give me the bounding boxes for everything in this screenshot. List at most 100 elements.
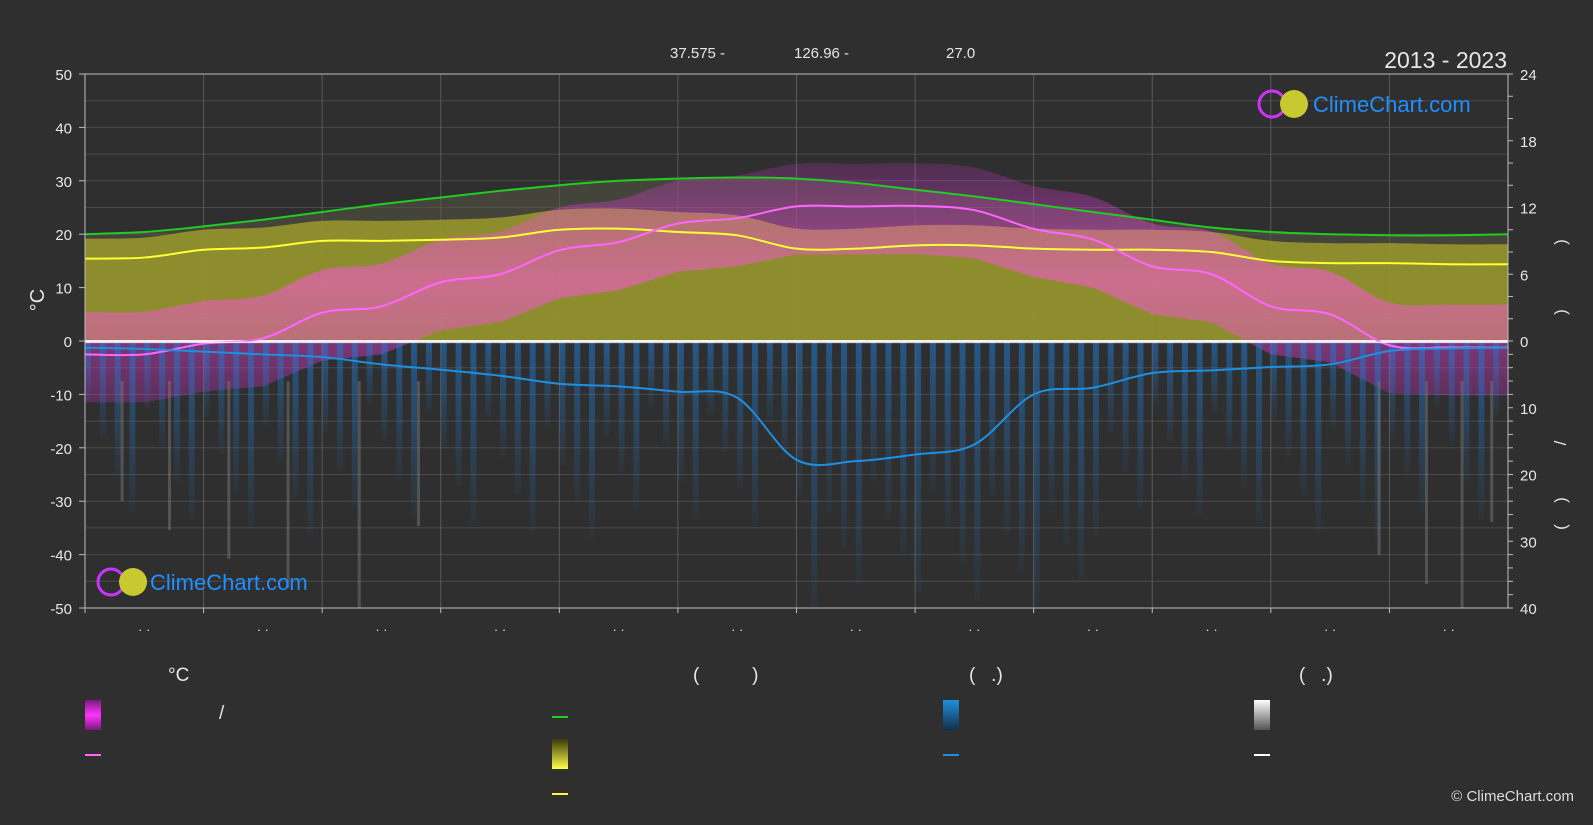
logo-globe-icon — [119, 568, 147, 596]
precipitation-bar — [470, 341, 477, 523]
header-years: 2013 - 2023 — [1384, 47, 1507, 73]
precipitation-bar — [544, 341, 551, 428]
precipitation-bar — [1300, 341, 1307, 495]
precipitation-bar — [959, 341, 966, 564]
precipitation-bar — [1033, 341, 1040, 608]
precipitation-bar — [1048, 341, 1055, 506]
precipitation-bar — [129, 341, 136, 512]
precipitation-bar — [1315, 341, 1322, 532]
x-month-label: · · — [375, 622, 387, 637]
y-right-precip-tick-label: 30 — [1520, 534, 1537, 551]
precipitation-bar — [781, 341, 788, 460]
x-month-label: · · — [850, 622, 862, 637]
y-right-axis-mark: ( — [1551, 524, 1570, 530]
precipitation-bar — [1493, 341, 1500, 416]
y-right-axis-mark: ) — [1551, 309, 1570, 315]
x-month-label: · · — [1087, 622, 1099, 637]
snow-bar — [1377, 381, 1381, 555]
precipitation-bar — [1463, 341, 1470, 482]
precipitation-bar — [396, 341, 403, 478]
precipitation-bar — [633, 341, 640, 510]
y-right-axis-mark: ) — [1551, 239, 1570, 245]
snow-bar — [417, 381, 421, 526]
y-left-tick-label: -30 — [50, 494, 72, 511]
precipitation-bar — [1196, 341, 1203, 516]
precipitation-bar — [1107, 341, 1114, 434]
precipitation-bar — [989, 341, 996, 498]
precipitation-bar — [603, 341, 610, 436]
precipitation-bar — [351, 341, 358, 507]
precipitation-bar — [322, 341, 329, 433]
precipitation-bar — [766, 341, 773, 423]
precipitation-bar — [1092, 341, 1099, 537]
precipitation-bar — [485, 341, 492, 420]
header-latitude: 37.575 - — [670, 45, 725, 62]
precipitation-bar — [663, 341, 670, 444]
precipitation-bar — [173, 341, 180, 483]
precipitation-bar — [203, 341, 210, 417]
y-right-axis-mark: / — [1551, 440, 1570, 445]
y-right-precip-tick-label: 20 — [1520, 468, 1537, 485]
copyright: © ClimeChart.com — [1451, 788, 1574, 805]
precipitation-bar — [752, 341, 759, 526]
precipitation-bar — [514, 341, 521, 494]
x-month-label: · · — [612, 622, 624, 637]
legend-col3-heading: ( .) — [969, 665, 1003, 686]
precipitation-bar — [1478, 341, 1485, 519]
temperature-line — [85, 204, 1508, 357]
y-left-tick-label: 40 — [55, 120, 72, 137]
precipitation-bar — [218, 341, 225, 454]
x-month-label: · · — [968, 622, 980, 637]
precipitation-bar — [114, 341, 121, 475]
precipitation-bar — [915, 341, 922, 593]
precipitation-bar — [262, 341, 269, 425]
y-left-tick-label: 10 — [55, 281, 72, 298]
x-month-label: · · — [1324, 622, 1336, 637]
precipitation-bar — [1181, 341, 1188, 479]
precipitation-bar — [307, 341, 314, 536]
sunshine-line — [85, 227, 1508, 266]
precipitation-bar — [722, 341, 729, 452]
precipitation-bar — [1344, 341, 1351, 466]
y-left-tick-label: -10 — [50, 387, 72, 404]
x-month-label: · · — [1443, 622, 1455, 637]
precipitation-bar — [411, 341, 418, 515]
header-longitude: 126.96 - — [794, 45, 849, 62]
precipitation-bar — [1359, 341, 1366, 503]
precipitation-bar — [1167, 341, 1174, 442]
precipitation-bar — [455, 341, 462, 486]
precipitation-line — [85, 346, 1508, 467]
y-left-tick-label: 20 — [55, 227, 72, 244]
y-right-hours-tick-label: 6 — [1520, 267, 1528, 284]
legend-col2-heading: ( ) — [693, 665, 759, 686]
precipitation-bar — [1137, 341, 1144, 508]
chart-lines — [85, 176, 1508, 467]
precipitation-bar — [1004, 341, 1011, 535]
precipitation-bar — [248, 341, 255, 528]
precipitation-bar — [1063, 341, 1070, 543]
precipitation-bar — [366, 341, 373, 404]
precipitation-bar — [1404, 341, 1411, 474]
y-right-hours-tick-label: 18 — [1520, 134, 1537, 151]
y-left-tick-label: 0 — [64, 334, 72, 351]
legend-col1-heading: °C — [168, 665, 190, 686]
legend-col4-heading: ( .) — [1299, 665, 1333, 686]
x-month-label: · · — [138, 622, 150, 637]
precipitation-bar — [292, 341, 299, 499]
logo-globe-icon — [1280, 90, 1308, 118]
climate-chart: 50 40 30 20 10 0 -10 -20 -30 -40 -50 24 18 12 6 0 10 20 30… — [27, 45, 1570, 637]
precipitation-bar — [1241, 341, 1248, 487]
legend-sunshine-swatch — [552, 793, 568, 795]
precipitation-bar — [85, 341, 91, 401]
precipitation-bar — [425, 341, 432, 412]
legend-daylight-swatch — [552, 716, 568, 718]
precipitation-bar — [1389, 341, 1396, 437]
snow-bar — [357, 381, 361, 608]
y-right-axis-mark: ) — [1551, 497, 1570, 503]
daylight-line — [85, 176, 1508, 237]
precipitation-bar — [574, 341, 581, 502]
chart-axes: 50 40 30 20 10 0 -10 -20 -30 -40 -50 24 18 12 6 0 10 20 30… — [50, 67, 1570, 637]
legend-col1-slash: / — [219, 703, 225, 724]
precipitation-bar — [1419, 341, 1426, 511]
snow-bar — [1490, 381, 1494, 522]
